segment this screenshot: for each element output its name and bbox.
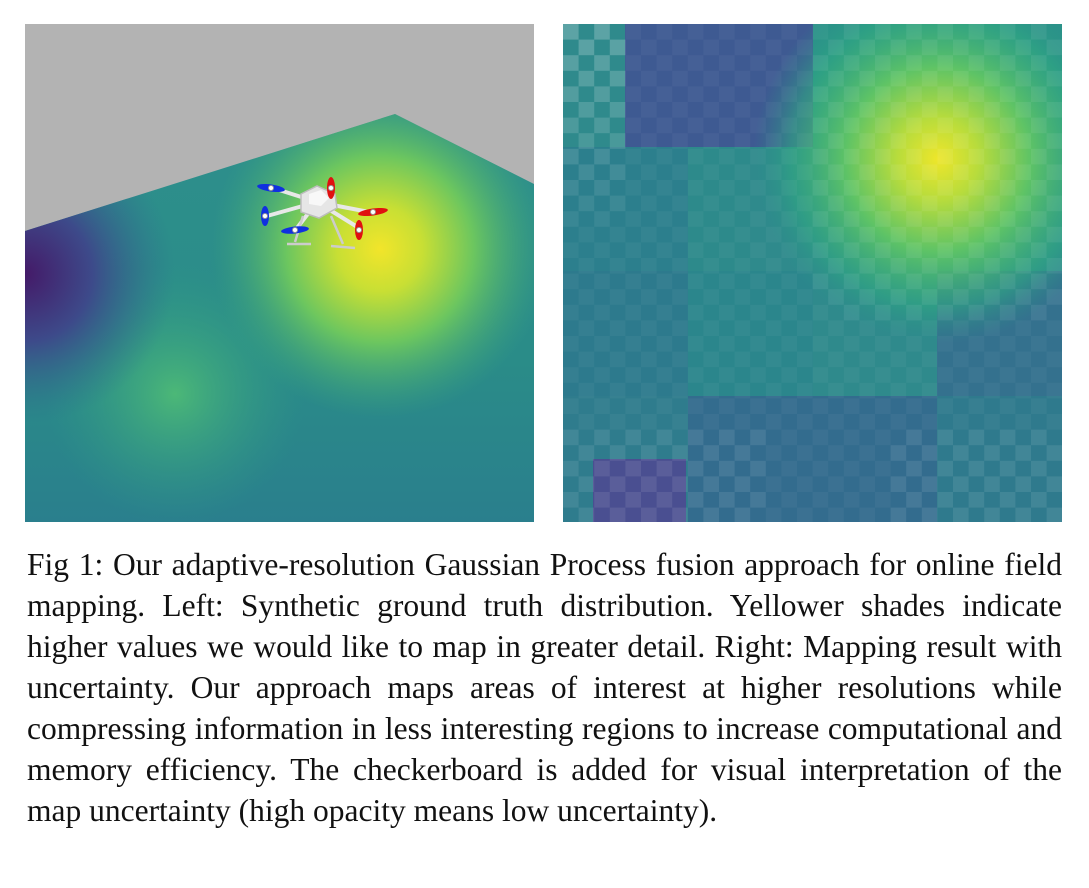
mapping-result-heatmap — [563, 24, 1062, 522]
ground-truth-render — [25, 24, 534, 522]
ground-truth-svg — [25, 24, 534, 522]
terrain-surface — [25, 114, 534, 522]
uncertainty-checkerboard — [563, 24, 1062, 522]
figure-caption: Fig 1: Our adaptive-resolution Gaussian … — [27, 547, 1062, 828]
high-value-region — [563, 24, 1062, 522]
hexacopter-drone-icon — [257, 177, 388, 250]
mapping-result-svg — [563, 24, 1062, 522]
